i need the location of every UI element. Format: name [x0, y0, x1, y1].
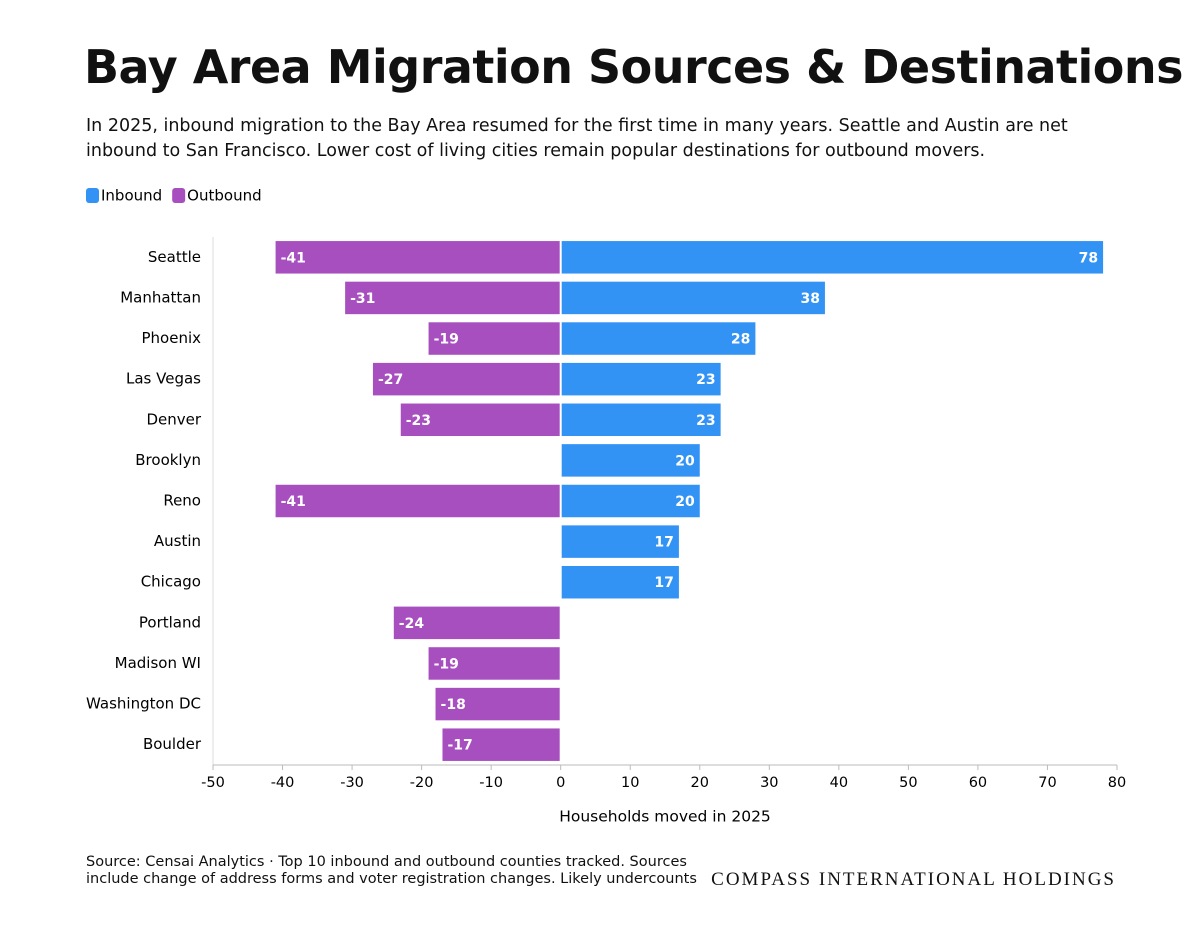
y-tick-label: Manhattan — [120, 288, 201, 306]
chart-title: Bay Area Migration Sources & Destination… — [84, 40, 1184, 94]
y-tick-label: Washington DC — [86, 695, 201, 713]
x-tick-label: -50 — [201, 775, 225, 791]
value-label: -24 — [399, 616, 425, 632]
x-tick-label: -40 — [271, 775, 295, 791]
bar — [561, 281, 825, 315]
legend-label: Inbound — [101, 187, 162, 205]
x-tick-label: 50 — [899, 775, 917, 791]
y-tick-label: Austin — [154, 532, 201, 550]
legend-label: Outbound — [187, 187, 261, 205]
chart: Households moved in 2025 Inbound Outbound… — [86, 187, 1126, 826]
value-label: -19 — [434, 656, 459, 672]
value-label: -23 — [406, 413, 431, 429]
bar — [345, 281, 560, 315]
x-tick-label: 0 — [556, 775, 565, 791]
value-label: -41 — [281, 250, 306, 266]
x-tick-label: -20 — [410, 775, 434, 791]
value-label: -19 — [434, 332, 459, 348]
legend-swatch — [172, 188, 186, 203]
value-label: 23 — [696, 372, 715, 388]
y-tick-label: Chicago — [141, 573, 201, 591]
value-label: 78 — [1079, 250, 1098, 266]
bar — [561, 565, 679, 599]
x-tick-label: 30 — [760, 775, 778, 791]
y-tick-label: Madison WI — [115, 654, 201, 672]
value-label: 20 — [675, 494, 695, 510]
x-tick-label: 20 — [691, 775, 709, 791]
bar — [400, 403, 560, 437]
value-label: 17 — [654, 535, 673, 551]
y-tick-label: Brooklyn — [135, 451, 201, 469]
y-tick-label: Denver — [146, 410, 201, 428]
y-tick-label: Reno — [163, 492, 201, 510]
x-tick-label: 40 — [830, 775, 848, 791]
bar — [442, 728, 560, 761]
brand: COMPASS INTERNATIONAL HOLDINGS — [711, 869, 1116, 890]
bar — [428, 322, 560, 355]
bar — [561, 362, 721, 396]
legend-swatch — [86, 188, 99, 203]
bar — [561, 322, 756, 355]
bar — [372, 362, 560, 396]
y-tick-label: Phoenix — [141, 329, 201, 347]
value-label: 23 — [696, 413, 715, 429]
value-label: -27 — [378, 372, 403, 388]
value-label: 17 — [654, 575, 673, 591]
x-tick-label: 60 — [969, 775, 987, 791]
value-label: -31 — [350, 291, 375, 307]
x-tick-label: -10 — [479, 775, 503, 791]
bar — [561, 241, 1104, 274]
bar — [561, 403, 721, 437]
x-tick-label: 10 — [621, 775, 639, 791]
value-label: 38 — [800, 291, 819, 307]
x-tick-label: -30 — [340, 775, 364, 791]
bar — [428, 647, 560, 680]
y-tick-label: Las Vegas — [126, 370, 201, 388]
x-axis-label: Households moved in 2025 — [559, 808, 771, 826]
bar — [435, 687, 560, 721]
y-tick-label: Portland — [139, 613, 201, 631]
bar — [561, 484, 700, 518]
value-label: -17 — [447, 738, 472, 754]
x-tick-label: 70 — [1038, 775, 1056, 791]
bar — [275, 484, 560, 518]
bar — [561, 525, 679, 558]
y-tick-label: Seattle — [148, 248, 201, 266]
bar — [275, 241, 560, 274]
value-label: -41 — [281, 494, 306, 510]
value-label: 20 — [675, 453, 695, 469]
source-note: Source: Censai Analytics · Top 10 inboun… — [86, 854, 697, 887]
bar — [393, 606, 560, 640]
value-label: -18 — [441, 697, 466, 713]
x-tick-label: 80 — [1108, 775, 1126, 791]
chart-subtitle: In 2025, inbound migration to the Bay Ar… — [86, 116, 1068, 161]
bar — [561, 444, 700, 477]
value-label: 28 — [731, 332, 750, 348]
y-tick-label: Boulder — [143, 735, 202, 753]
